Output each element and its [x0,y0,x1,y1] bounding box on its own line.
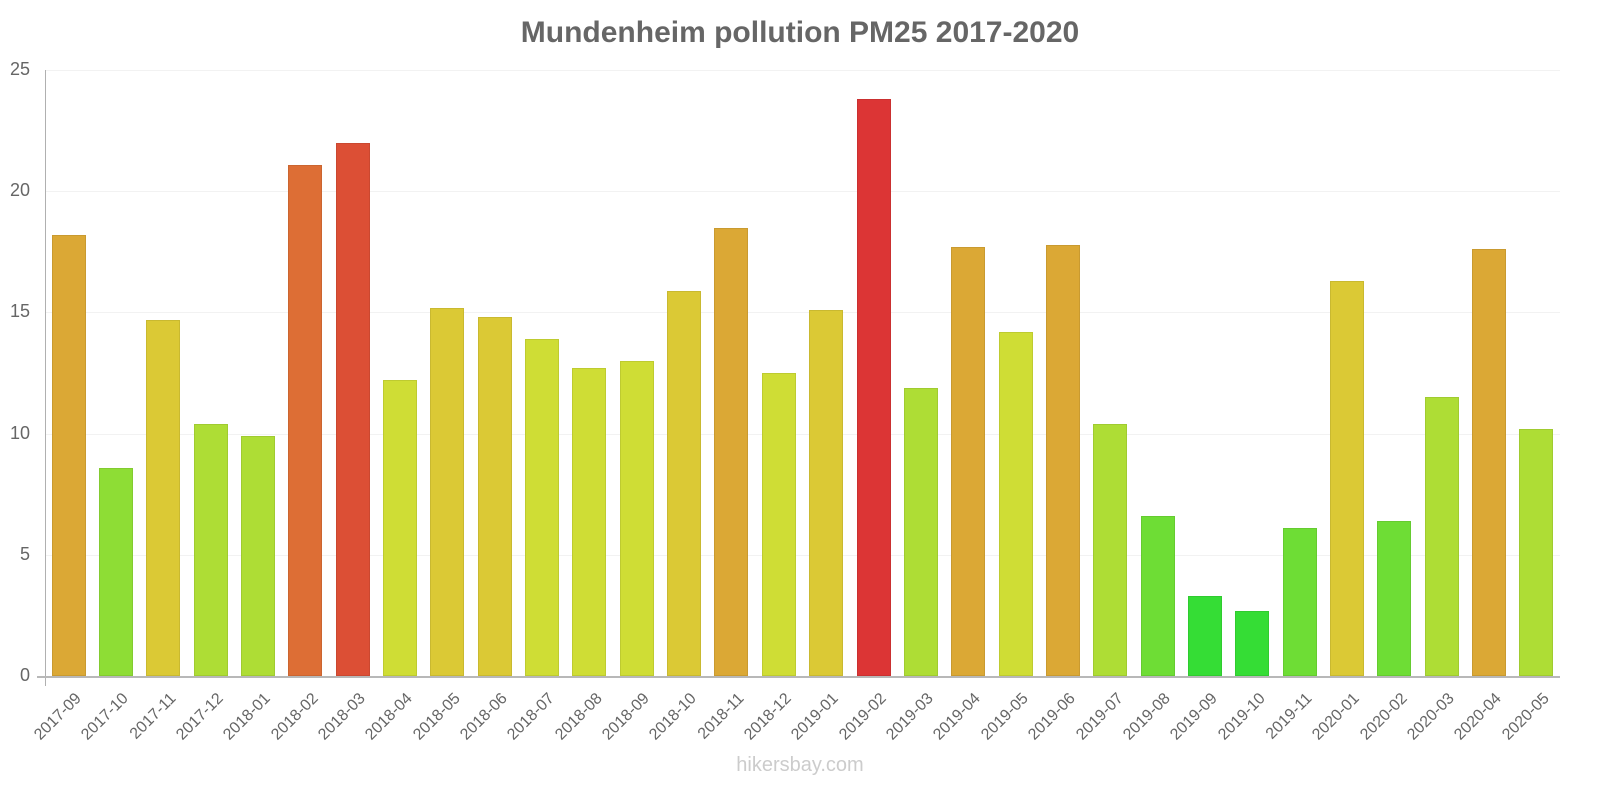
bar-2020-03[interactable] [1424,397,1459,676]
x-tick-label: 2017-10 [78,690,133,744]
x-tick-label: 2019-06 [1025,690,1079,744]
bar-2017-09[interactable] [51,234,86,676]
x-tick-label: 2017-12 [173,690,227,744]
bar-2019-04[interactable] [951,246,986,676]
y-axis-line [45,70,46,686]
bar-2019-02[interactable] [856,99,891,676]
x-tick-label: 2020-02 [1356,690,1411,744]
gridline [45,191,1560,193]
bar-2018-01[interactable] [241,436,276,676]
bar-2020-04[interactable] [1471,249,1506,676]
bar-2018-02[interactable] [288,164,323,676]
bar-2019-07[interactable] [1093,423,1128,676]
x-tick-label: 2020-04 [1451,690,1506,744]
bar-2018-09[interactable] [619,360,654,676]
bar-2018-05[interactable] [430,307,465,676]
bar-2017-11[interactable] [146,319,181,676]
x-tick-label: 2018-11 [694,690,748,743]
x-tick-label: 2018-07 [504,690,559,744]
bar-2018-06[interactable] [477,317,512,676]
bar-2018-08[interactable] [572,368,607,676]
x-tick-label: 2018-08 [551,690,606,744]
x-tick-label: 2019-04 [930,690,985,744]
y-tick-label: 15 [9,301,30,322]
x-tick-label: 2019-08 [1120,690,1174,744]
x-tick-label: 2019-05 [978,690,1032,744]
x-tick-label: 2018-01 [220,690,275,744]
x-tick-label: 2018-04 [362,690,417,744]
x-tick-label: 2018-06 [457,690,511,744]
bar-2020-01[interactable] [1329,280,1364,676]
gridline [45,554,1560,556]
bar-2018-03[interactable] [335,142,370,676]
bar-2018-04[interactable] [383,380,418,676]
chart-title: Mundenheim pollution PM25 2017-2020 [520,16,1080,49]
bar-2018-12[interactable] [761,373,796,676]
bar-2019-06[interactable] [1045,244,1080,676]
x-tick-label: 2019-07 [1072,690,1127,744]
bar-2019-08[interactable] [1140,516,1175,676]
y-tick-label: 25 [9,59,30,79]
bar-2020-05[interactable] [1519,428,1554,676]
plot-area [45,70,1560,676]
x-tick-label: 2019-09 [1167,690,1221,744]
x-tick-label: 2019-01 [788,690,843,744]
bar-2020-02[interactable] [1377,520,1412,676]
bar-2019-09[interactable] [1187,596,1222,676]
bar-2018-10[interactable] [667,290,702,676]
y-tick-label: 0 [19,665,30,685]
gridline [45,70,1560,71]
x-tick-label: 2018-05 [409,690,464,744]
bar-2019-10[interactable] [1235,610,1270,676]
gridline [45,433,1560,435]
x-tick-label: 2019-11 [1262,690,1316,743]
watermark: hikersbay.com [736,754,864,776]
x-tick-label: 2019-03 [883,690,937,744]
bar-2019-03[interactable] [903,387,938,676]
x-axis-line [37,676,1560,678]
x-tick-label: 2018-03 [315,690,369,744]
y-tick-label: 5 [19,543,30,564]
x-tick-label: 2020-03 [1404,690,1458,744]
x-tick-label: 2019-10 [1214,690,1269,744]
x-tick-label: 2018-10 [646,690,701,744]
x-tick-label: 2020-01 [1309,690,1363,744]
y-tick-label: 20 [9,180,30,201]
x-tick-label: 2017-11 [126,690,180,743]
bar-2018-11[interactable] [714,227,749,676]
x-tick-label: 2018-02 [267,690,322,744]
x-tick-label: 2018-12 [741,690,795,744]
x-tick-label: 2019-02 [835,690,890,744]
bar-2019-11[interactable] [1282,528,1317,676]
x-tick-label: 2017-09 [31,690,85,744]
bar-2018-07[interactable] [525,339,560,676]
bar-2017-12[interactable] [193,423,228,676]
x-tick-label: 2018-09 [599,690,653,744]
bar-2019-05[interactable] [998,331,1033,676]
y-tick-label: 10 [9,422,30,443]
bar-2017-10[interactable] [99,467,134,676]
gridline [45,312,1560,314]
bar-2019-01[interactable] [809,309,844,676]
x-tick-label: 2020-05 [1498,690,1553,744]
